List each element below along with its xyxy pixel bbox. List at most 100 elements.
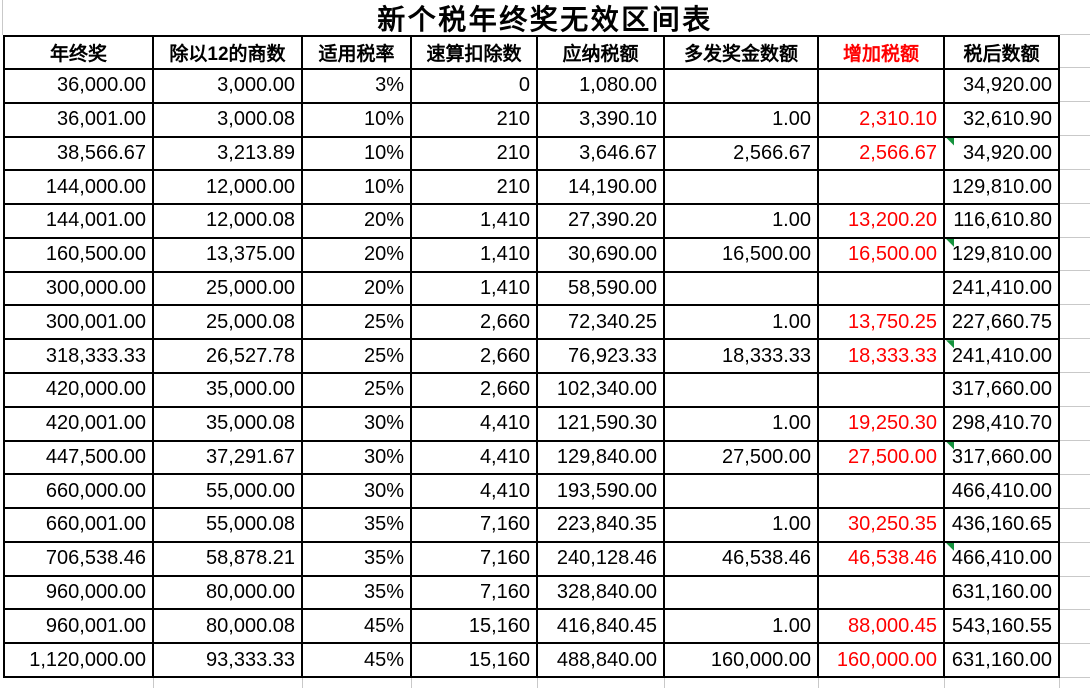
table-cell: 240,128.46 <box>538 542 663 575</box>
table-cell: 960,001.00 <box>5 610 152 643</box>
table-cell: 7,160 <box>412 542 536 575</box>
table-cell: 12,000.00 <box>154 171 301 204</box>
column-header: 多发奖金数额 <box>665 37 817 68</box>
table-cell <box>819 475 943 508</box>
table-cell: 317,660.00 <box>945 441 1058 474</box>
faint-gridline <box>1060 169 1090 170</box>
table-cell: 660,001.00 <box>5 509 152 541</box>
faint-gridline <box>1060 338 1090 339</box>
table-cell: 1.00 <box>665 610 817 643</box>
table-cell: 35% <box>303 509 410 541</box>
column-header: 增加税额 <box>819 37 943 68</box>
faint-gridline <box>411 678 412 688</box>
table-cell <box>819 272 943 305</box>
table-cell: 1.00 <box>665 205 817 237</box>
table-cell: 3% <box>303 70 410 102</box>
table-cell <box>819 576 943 609</box>
table-cell: 1,410 <box>412 238 536 271</box>
table-cell: 298,410.70 <box>945 407 1058 440</box>
table-cell: 20% <box>303 272 410 305</box>
table-cell <box>665 374 817 406</box>
table-cell: 13,750.25 <box>819 306 943 339</box>
table-cell: 10% <box>303 103 410 136</box>
table-cell: 660,000.00 <box>5 475 152 508</box>
table-cell: 16,500.00 <box>819 238 943 271</box>
table-cell: 46,538.46 <box>665 542 817 575</box>
table-cell: 2,566.67 <box>665 137 817 170</box>
table-cell: 76,923.33 <box>538 340 663 372</box>
column-header: 年终奖 <box>5 37 152 68</box>
faint-gridline <box>1060 542 1090 543</box>
table-cell: 20% <box>303 238 410 271</box>
table-cell: 4,410 <box>412 475 536 508</box>
table-cell: 35% <box>303 576 410 609</box>
table-cell: 27,500.00 <box>665 441 817 474</box>
table-cell: 58,878.21 <box>154 542 301 575</box>
table-cell: 1,080.00 <box>538 70 663 102</box>
table-cell: 93,333.33 <box>154 644 301 676</box>
table-cell: 80,000.00 <box>154 576 301 609</box>
table-cell: 318,333.33 <box>5 340 152 372</box>
column-header: 应纳税额 <box>538 37 663 68</box>
table-cell: 25% <box>303 306 410 339</box>
table-cell: 129,810.00 <box>945 171 1058 204</box>
faint-gridline <box>537 678 538 688</box>
table-cell: 45% <box>303 644 410 676</box>
table-cell: 88,000.45 <box>819 610 943 643</box>
table-cell: 25% <box>303 374 410 406</box>
faint-gridline <box>1060 677 1090 678</box>
table-cell <box>665 576 817 609</box>
table-cell: 30,690.00 <box>538 238 663 271</box>
table-cell <box>665 272 817 305</box>
table-cell: 55,000.00 <box>154 475 301 508</box>
table-cell: 420,000.00 <box>5 374 152 406</box>
table-title: 新个税年终奖无效区间表 <box>377 4 713 36</box>
faint-gridline <box>1060 440 1090 441</box>
table-cell: 227,660.75 <box>945 306 1058 339</box>
table-cell: 14,190.00 <box>538 171 663 204</box>
table-cell: 631,160.00 <box>945 576 1058 609</box>
faint-gridline <box>302 678 303 688</box>
table-cell: 26,527.78 <box>154 340 301 372</box>
table-cell: 35,000.00 <box>154 374 301 406</box>
table-cell: 4,410 <box>412 407 536 440</box>
table-cell: 121,590.30 <box>538 407 663 440</box>
table-cell: 317,660.00 <box>945 374 1058 406</box>
table-cell: 15,160 <box>412 644 536 676</box>
table-cell: 193,590.00 <box>538 475 663 508</box>
table-cell: 3,646.67 <box>538 137 663 170</box>
table-cell: 10% <box>303 137 410 170</box>
table-cell: 3,390.10 <box>538 103 663 136</box>
table-cell: 1,410 <box>412 205 536 237</box>
error-indicator-triangle-icon <box>946 137 954 146</box>
table-cell: 300,001.00 <box>5 306 152 339</box>
table-cell: 3,000.08 <box>154 103 301 136</box>
table-cell: 210 <box>412 103 536 136</box>
table-cell: 25,000.00 <box>154 272 301 305</box>
table-cell: 58,590.00 <box>538 272 663 305</box>
table-cell: 30% <box>303 407 410 440</box>
table-cell: 2,310.10 <box>819 103 943 136</box>
table-cell <box>819 171 943 204</box>
table-cell: 34,920.00 <box>945 137 1058 170</box>
table-cell: 34,920.00 <box>945 70 1058 102</box>
column-header: 除以12的商数 <box>154 37 301 68</box>
table-cell: 210 <box>412 171 536 204</box>
table-cell: 72,340.25 <box>538 306 663 339</box>
error-indicator-triangle-icon <box>946 542 954 551</box>
error-indicator-triangle-icon <box>946 238 954 247</box>
table-cell: 12,000.08 <box>154 205 301 237</box>
table-cell: 1.00 <box>665 509 817 541</box>
table-cell: 241,410.00 <box>945 272 1058 305</box>
table-cell: 420,001.00 <box>5 407 152 440</box>
bonus-invalid-interval-table: 年终奖 除以12的商数 适用税率 速算扣除数 应纳税额 多发奖金数额 增加税额 税后数额 36,… <box>3 35 1060 678</box>
table-cell: 13,375.00 <box>154 238 301 271</box>
faint-gridline <box>1060 406 1090 407</box>
table-cell: 1.00 <box>665 306 817 339</box>
table-cell: 80,000.08 <box>154 610 301 643</box>
table-cell: 30% <box>303 475 410 508</box>
faint-gridline <box>944 678 945 688</box>
table-cell: 13,200.20 <box>819 205 943 237</box>
faint-gridline <box>1060 508 1090 509</box>
